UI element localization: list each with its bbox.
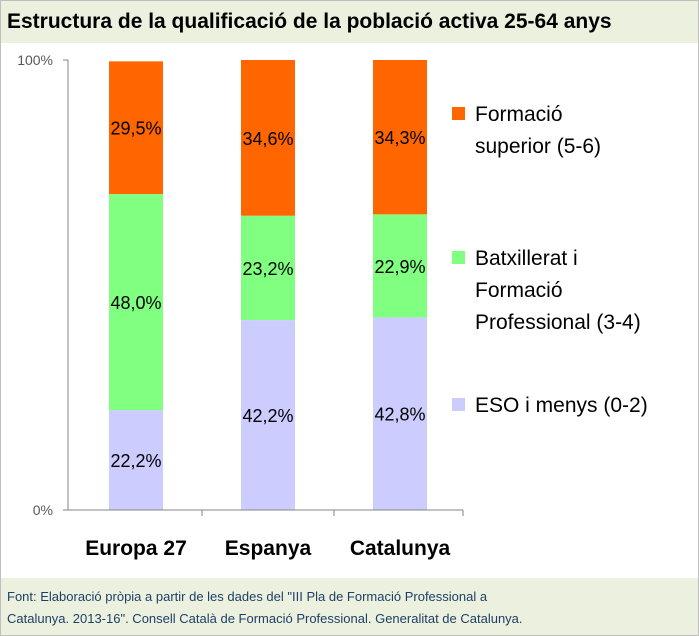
data-label: 42,2% — [242, 406, 293, 426]
legend-swatch-eso-i-menys-0-2 — [452, 398, 465, 411]
y-tick-label: 100% — [17, 52, 53, 68]
chart-title: Estructura de la qualificació de la pobl… — [1, 1, 698, 43]
data-label: 22,2% — [110, 451, 161, 471]
bar-catalunya-eso-i-menys-0-2 — [373, 317, 427, 510]
bar-catalunya-batxillerat-i-formacio-professional-3-4 — [373, 214, 427, 318]
x-tick-label: Espanya — [225, 537, 312, 560]
x-tick-label: Catalunya — [350, 537, 451, 560]
source-note: Font: Elaboració pròpia a partir de les … — [1, 578, 698, 635]
source-note-line-1: Font: Elaboració pròpia a partir de les … — [7, 589, 488, 604]
legend-label-formacio-superior-5-6: Formació superior (5-6) — [475, 103, 601, 158]
x-tick-label: Europa 27 — [85, 537, 187, 560]
bar-europa-27-eso-i-menys-0-2 — [109, 410, 163, 510]
stacked-bar-chart: 22,2% 48,0% 29,5% 42,2% 23,2% 34,6% 42,8% 22,9%… — [17, 52, 648, 560]
data-label: 34,3% — [374, 128, 425, 148]
data-label: 42,8% — [374, 405, 425, 425]
legend-label-eso-i-menys-0-2: ESO i menys (0-2) — [475, 394, 648, 417]
data-label: 22,9% — [374, 257, 425, 277]
bar-espanya-formacio-superior-5-6 — [241, 60, 295, 216]
bar-catalunya-formacio-superior-5-6 — [373, 60, 427, 215]
y-tick-label: 0% — [33, 502, 53, 518]
bar-espanya-batxillerat-i-formacio-professional-3-4 — [241, 215, 295, 321]
source-note-line-2: Catalunya. 2013-16". Consell Català de F… — [7, 611, 523, 626]
data-label: 34,6% — [242, 129, 293, 149]
data-label: 23,2% — [242, 259, 293, 279]
bar-europa-27-formacio-superior-5-6 — [109, 61, 163, 195]
bar-espanya-eso-i-menys-0-2 — [241, 320, 295, 510]
data-label: 29,5% — [110, 119, 161, 139]
legend-label-batxillerat-i-formacio-professional-3-4: Batxillerat i Formació Professional (3-4) — [475, 247, 641, 334]
legend-swatch-formacio-superior-5-6 — [452, 107, 465, 120]
legend-swatch-batxillerat-i-formacio-professional-3-4 — [452, 251, 465, 264]
data-label: 48,0% — [110, 293, 161, 313]
bar-europa-27-batxillerat-i-formacio-professional-3-4 — [109, 194, 163, 411]
